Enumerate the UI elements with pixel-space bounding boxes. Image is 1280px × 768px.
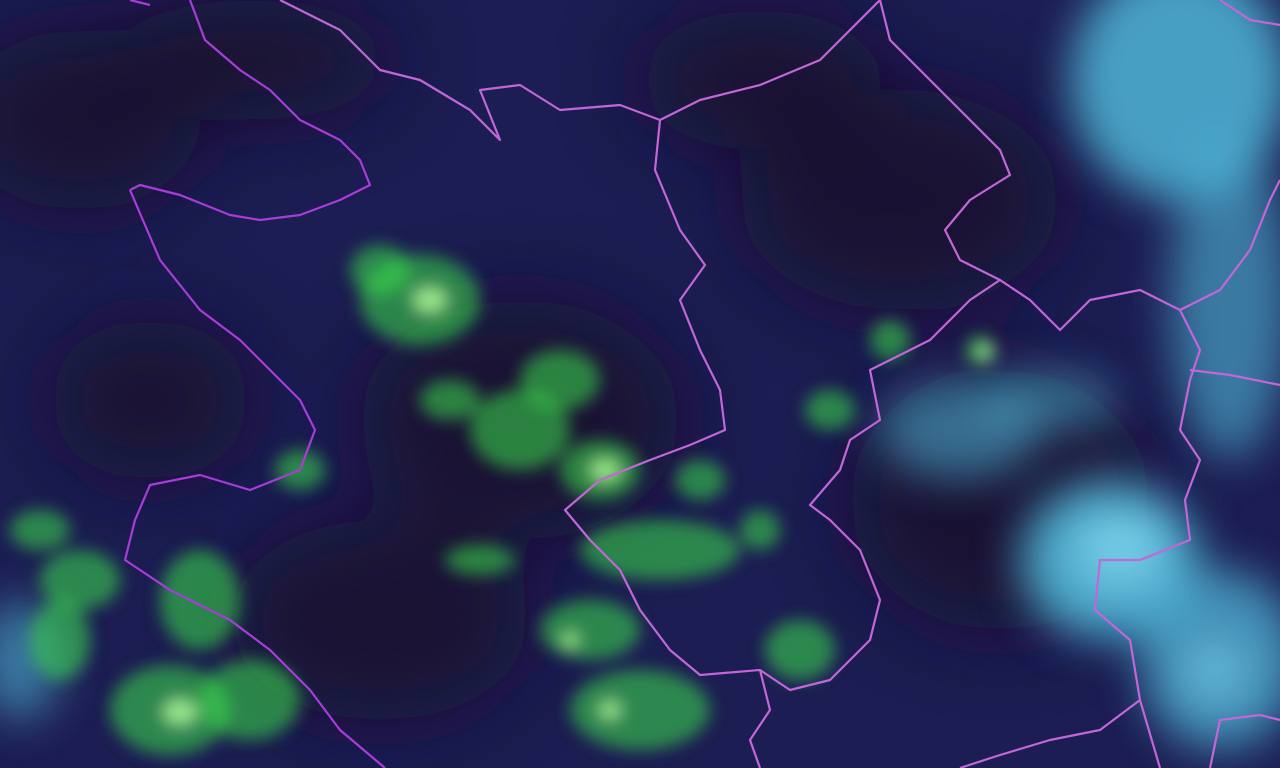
- vegetation-layer: [10, 245, 995, 755]
- border-line: [279, 0, 881, 142]
- border-line: [748, 669, 772, 768]
- border-line: [129, 0, 151, 7]
- vegetation-patch: [160, 550, 240, 650]
- border-line: [878, 0, 1012, 281]
- vegetation-patch: [805, 390, 855, 430]
- vegetation-patch: [350, 245, 410, 295]
- vegetation-patch: [520, 350, 600, 410]
- dark-patch: [740, 90, 1060, 310]
- border-line: [123, 189, 386, 768]
- cloud-bright: [1185, 640, 1245, 700]
- dark-patch: [110, 0, 390, 120]
- border-line: [1189, 368, 1280, 387]
- vegetation-patch: [580, 520, 740, 580]
- vegetation-patch: [30, 600, 90, 680]
- vegetation-patch: [675, 460, 725, 500]
- dark-patch: [640, 10, 880, 150]
- administrative-borders: [123, 0, 1280, 768]
- vegetation-patch: [445, 545, 515, 575]
- vegetation-patch: [200, 660, 300, 740]
- cloud-bright: [1075, 515, 1165, 585]
- vegetation-patch: [540, 600, 640, 660]
- vegetation-patch: [40, 550, 120, 610]
- vegetation-bright: [598, 700, 622, 720]
- vegetation-patch: [765, 620, 835, 680]
- vegetation-patch: [570, 670, 710, 750]
- border-line: [129, 0, 372, 222]
- vegetation-patch: [870, 320, 910, 360]
- vegetation-bright: [412, 286, 448, 314]
- border-line: [1179, 179, 1280, 311]
- dark-patch: [50, 320, 250, 480]
- border-line: [563, 119, 1202, 768]
- border-line: [1219, 0, 1280, 27]
- vegetation-bright: [977, 344, 993, 360]
- vegetation-patch: [10, 510, 70, 550]
- vegetation-bright: [560, 632, 580, 648]
- vegetation-patch: [740, 510, 780, 550]
- cloud: [980, 370, 1120, 430]
- border-line: [1208, 713, 1280, 768]
- vegetation-patch: [470, 390, 570, 470]
- cloud-layer: [0, 0, 1280, 750]
- vegetation-patch: [420, 380, 480, 420]
- vegetation-bright: [162, 698, 198, 726]
- vegetation-bright: [589, 458, 621, 482]
- border-line: [1138, 699, 1162, 768]
